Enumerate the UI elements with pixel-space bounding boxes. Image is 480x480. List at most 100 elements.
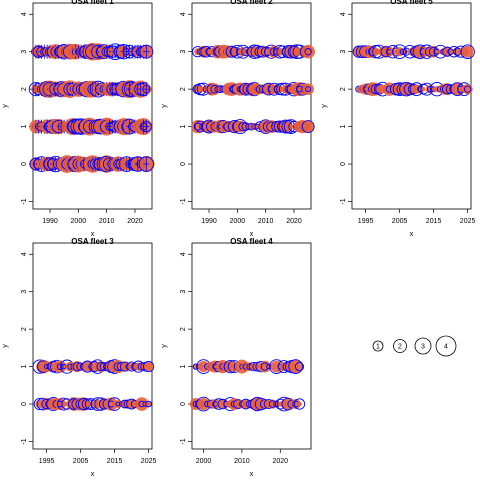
plot-frame (191, 242, 312, 450)
y-tick-label: -1 (21, 438, 28, 444)
legend-circle (414, 337, 432, 355)
y-tick-label: 1 (180, 125, 187, 129)
fitted-bubble (145, 400, 152, 408)
observed-bubble (238, 47, 248, 57)
x-tick-label: 2020 (286, 218, 302, 225)
x-axis-label: x (250, 471, 254, 478)
x-tick-label: 2005 (73, 458, 89, 465)
legend-label: 2 (398, 344, 402, 351)
fitted-bubble (305, 86, 312, 93)
x-tick-label: 2000 (230, 218, 246, 225)
panel-osa-fleet-3: OSA fleet 3 -1 0 1 2 3 4 1995 2005 2015 2025 x y (2, 237, 156, 478)
x-tick-label: 2025 (460, 218, 476, 225)
x-tick-label: 2015 (426, 218, 442, 225)
panel-title: OSA fleet 3 (71, 237, 114, 246)
plot-frame (32, 2, 153, 210)
fitted-bubble (294, 362, 305, 372)
panel-title: OSA fleet 4 (230, 237, 273, 246)
y-axis-label: y (161, 104, 168, 108)
legend-label: 4 (444, 344, 448, 351)
y-axis-label: y (161, 344, 168, 348)
y-tick-label: -1 (180, 198, 187, 204)
observed-bubble (434, 49, 440, 55)
x-tick-label: 2020 (273, 458, 289, 465)
legend-circle (393, 339, 407, 353)
x-tick-label: 2005 (392, 218, 408, 225)
fitted-bubble (143, 361, 155, 373)
x-tick-label: 1990 (201, 218, 217, 225)
y-tick-label: 2 (21, 327, 28, 331)
fitted-bubble (138, 156, 154, 172)
observed-bubble (301, 120, 315, 133)
y-tick-label: 3 (180, 290, 187, 294)
y-tick-label: 4 (180, 252, 187, 256)
y-axis-label: y (2, 344, 9, 348)
observed-bubble (461, 45, 474, 58)
y-tick-label: 0 (180, 402, 187, 406)
y-tick-label: 0 (340, 162, 347, 166)
fitted-bubble (56, 363, 64, 370)
y-tick-label: 3 (21, 290, 28, 294)
observed-bubble (290, 399, 301, 410)
observed-bubble (104, 397, 118, 411)
y-tick-label: 4 (340, 12, 347, 16)
y-tick-label: 1 (21, 125, 28, 129)
fitted-bubble (460, 44, 475, 59)
y-tick-label: 3 (340, 50, 347, 54)
plot-frame (351, 2, 472, 210)
y-tick-label: 4 (21, 12, 28, 16)
observed-bubble (145, 401, 152, 407)
observed-bubble (77, 397, 91, 411)
fitted-bubble (288, 359, 303, 374)
x-tick-label: 1990 (42, 218, 58, 225)
x-tick-label: 2020 (127, 218, 143, 225)
fitted-bubble (301, 120, 315, 134)
y-tick-label: 0 (21, 162, 28, 166)
y-tick-label: 2 (180, 87, 187, 91)
observed-bubble (135, 397, 149, 411)
plot-frame (191, 2, 312, 210)
observed-bubble (301, 44, 315, 59)
y-tick-label: -1 (21, 198, 28, 204)
y-tick-label: 3 (21, 50, 28, 54)
y-tick-label: -1 (340, 198, 347, 204)
y-tick-label: 1 (21, 365, 28, 369)
x-tick-label: 2025 (141, 458, 157, 465)
y-tick-label: 4 (21, 252, 28, 256)
x-tick-label: 1995 (358, 218, 374, 225)
y-tick-label: 1 (340, 125, 347, 129)
x-axis-label: x (91, 231, 95, 238)
x-tick-label: 2010 (258, 218, 274, 225)
fitted-bubble (399, 48, 407, 55)
y-tick-label: 0 (21, 402, 28, 406)
observed-bubble (209, 398, 221, 410)
y-axis-label: y (321, 104, 328, 108)
y-axis-label: y (2, 104, 9, 108)
observed-bubble (190, 119, 205, 134)
x-axis-label: x (410, 231, 414, 238)
plot-frame (32, 242, 153, 450)
y-tick-label: 2 (180, 327, 187, 331)
x-tick-label: 2010 (234, 458, 250, 465)
observed-bubble (302, 83, 314, 95)
y-tick-label: 2 (21, 87, 28, 91)
observed-bubble (253, 363, 261, 371)
observed-bubble (259, 45, 272, 58)
x-axis-label: x (250, 231, 254, 238)
x-axis-label: x (91, 471, 95, 478)
observed-bubble (284, 122, 293, 131)
y-tick-label: -1 (180, 438, 187, 444)
observed-bubble (421, 87, 426, 92)
y-tick-label: 0 (180, 162, 187, 166)
legend-circle (435, 335, 457, 357)
legend-label: 1 (376, 344, 380, 351)
panel-osa-fleet-4: OSA fleet 4 -1 0 1 2 3 4 2000 2010 2020 x y (161, 237, 312, 478)
fitted-bubble (392, 44, 407, 60)
legend-circle (372, 340, 384, 352)
observed-bubble (259, 360, 271, 373)
x-tick-label: 2000 (71, 218, 87, 225)
